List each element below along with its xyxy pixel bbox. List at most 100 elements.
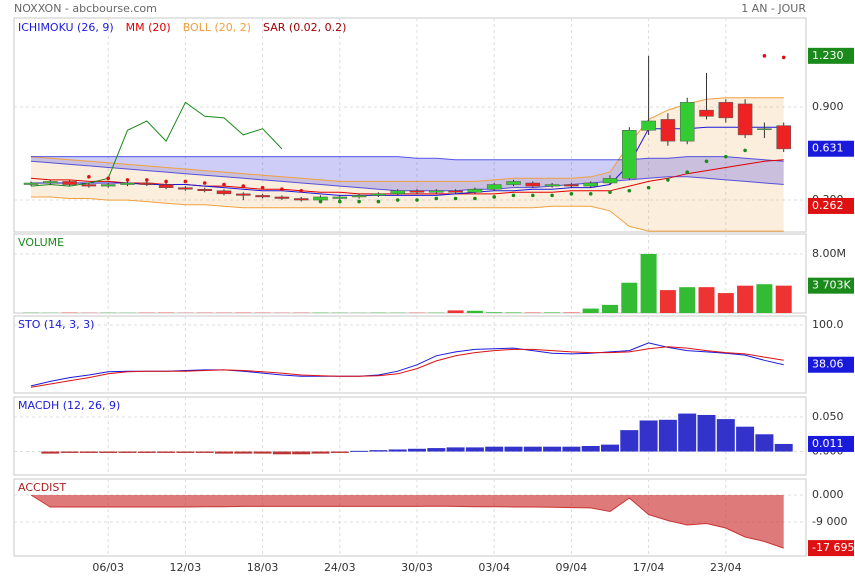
sar-dot — [357, 199, 361, 204]
histogram-bar — [79, 451, 98, 453]
candle-body — [216, 190, 232, 195]
volume-bar — [659, 290, 676, 313]
sar-dot — [627, 188, 632, 193]
histogram-bar — [755, 434, 774, 452]
candle-body — [506, 181, 521, 185]
sar-dot — [87, 174, 91, 179]
histogram-bar — [99, 451, 118, 453]
histogram-bar — [176, 451, 195, 453]
histogram-bar — [774, 443, 793, 452]
histogram-bar — [292, 451, 311, 455]
histogram-bar — [137, 451, 156, 453]
ichimoku-span-b — [30, 160, 784, 192]
sar-dot — [241, 184, 246, 188]
volume-bar — [621, 282, 638, 313]
sar-dot — [492, 195, 497, 199]
candle-body — [100, 184, 116, 187]
sar-dot — [202, 181, 207, 185]
candle-body — [351, 195, 367, 198]
sar-dot — [762, 54, 767, 58]
moving-average — [30, 159, 784, 195]
sar-dot — [338, 199, 342, 204]
sar-dot — [106, 176, 110, 181]
candle-body — [274, 196, 290, 199]
candle-body — [429, 190, 444, 193]
candle-body — [293, 198, 309, 201]
ichimoku-tenkan — [31, 126, 784, 196]
candle-body — [255, 195, 270, 198]
volume-bar — [756, 284, 773, 313]
volume-bar — [737, 285, 754, 313]
sar-dot — [781, 55, 786, 60]
histogram-bar — [330, 451, 349, 453]
value-box-label: 3 703K — [812, 279, 851, 292]
volume-bar — [698, 287, 715, 313]
candle-body — [737, 103, 753, 136]
value-box-label: 1.230 — [812, 49, 844, 62]
y-tick-label: 0.000 — [812, 488, 844, 501]
value-box — [808, 197, 854, 214]
y-tick-label: -9 000 — [812, 515, 847, 528]
candle-body — [158, 184, 174, 188]
candle-body — [602, 178, 618, 184]
y-tick-label: 8.00M — [812, 247, 846, 260]
histogram-bar — [581, 446, 600, 452]
sar-dot — [415, 198, 419, 202]
histogram-bar — [716, 419, 735, 452]
volume-bar — [679, 287, 696, 313]
histogram-bar — [504, 446, 523, 452]
histogram-bar — [408, 448, 426, 452]
x-tick-label: 30/03 — [401, 561, 433, 574]
panel-title: STO (14, 3, 3) — [18, 318, 94, 331]
header-left: NOXXON - abcbourse.com — [14, 2, 157, 15]
histogram-bar — [601, 444, 619, 452]
value-box — [808, 435, 854, 452]
panel-title: ACCDIST — [18, 481, 66, 494]
sar-dot — [280, 187, 284, 191]
candle-body — [718, 102, 734, 119]
volume-bar — [505, 312, 522, 313]
value-box — [808, 356, 854, 373]
candle-body — [62, 181, 77, 185]
histogram-bar — [253, 451, 272, 454]
ichimoku-span-a — [31, 156, 784, 162]
y-tick-label: 100.0 — [812, 318, 844, 331]
histogram-bar — [311, 451, 330, 454]
sar-dot — [125, 178, 130, 182]
candle-body — [23, 182, 39, 185]
candle-body — [448, 190, 463, 193]
candle-body — [139, 182, 155, 185]
candle-body — [81, 184, 97, 187]
candle-body — [178, 187, 193, 190]
candle-body — [197, 188, 212, 192]
volume-bar — [582, 308, 599, 313]
candle-body — [622, 130, 637, 179]
candle-body — [332, 196, 348, 199]
histogram-bar — [118, 451, 137, 453]
volume-bar — [544, 312, 561, 313]
histogram-bar — [639, 420, 658, 452]
candle-body — [467, 188, 483, 193]
candle-body — [544, 184, 560, 187]
value-box-label: 0.631 — [812, 142, 844, 155]
value-box — [808, 140, 854, 157]
panel-frame — [13, 315, 807, 394]
histogram-bar — [215, 451, 233, 454]
sar-dot — [260, 185, 265, 190]
candle-body — [757, 128, 772, 130]
candle-body — [776, 125, 791, 150]
legend-entry: SAR (0.02, 0.2) — [263, 21, 346, 34]
x-tick-label: 23/04 — [710, 561, 742, 574]
value-box-label: -17 695 — [812, 541, 854, 554]
histogram-bar — [523, 446, 542, 452]
value-box — [808, 277, 854, 294]
histogram-bar — [446, 447, 465, 452]
volume-bar — [775, 285, 792, 313]
sar-dot — [299, 188, 304, 193]
candle-body — [43, 181, 58, 184]
volume-bar — [602, 304, 618, 313]
candle-body — [699, 109, 714, 117]
x-tick-label: 03/04 — [478, 561, 510, 574]
candle-body — [660, 119, 676, 142]
volume-bar — [563, 312, 580, 313]
